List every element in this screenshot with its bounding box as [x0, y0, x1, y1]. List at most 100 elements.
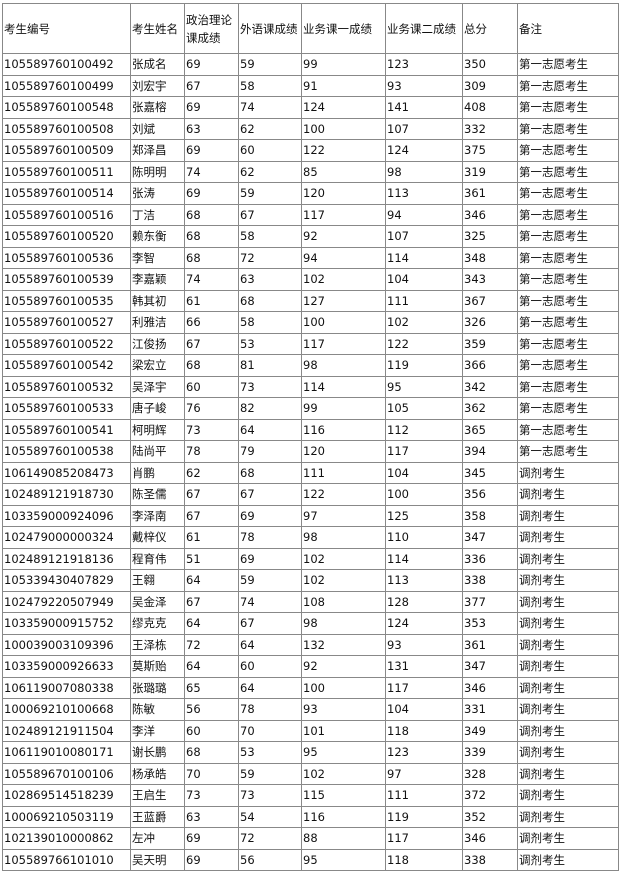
cell-candidate-id: 100039003109396 [2, 633, 131, 656]
cell-candidate-name: 缪克克 [130, 612, 185, 635]
cell-foreign-language-score: 59 [238, 762, 302, 785]
cell-foreign-language-score: 68 [238, 289, 302, 312]
cell-foreign-language-score: 67 [238, 483, 302, 506]
cell-foreign-language-score: 79 [238, 440, 302, 463]
table-row: 105589760100520 赖东衡 68 58 92 107 325 第一志愿考生 [2, 225, 619, 248]
cell-candidate-name: 戴梓仪 [130, 526, 185, 549]
cell-remark: 调剂考生 [517, 762, 619, 785]
table-row: 105589760100499 刘宏宇 67 58 91 93 309 第一志愿考生 [2, 74, 619, 97]
cell-course1-score: 116 [301, 805, 386, 828]
cell-remark: 调剂考生 [517, 741, 619, 764]
cell-total-score: 328 [462, 762, 518, 785]
cell-total-score: 361 [462, 633, 518, 656]
cell-course2-score: 117 [385, 676, 463, 699]
cell-candidate-name: 吴天明 [130, 848, 185, 871]
cell-foreign-language-score: 69 [238, 504, 302, 527]
cell-course1-score: 114 [301, 375, 386, 398]
cell-politics-score: 67 [184, 332, 239, 355]
table-row: 105589760100533 唐子峻 76 82 99 105 362 第一志愿考生 [2, 397, 619, 420]
cell-total-score: 338 [462, 569, 518, 592]
cell-course2-score: 104 [385, 698, 463, 721]
cell-candidate-id: 105589760100509 [2, 139, 131, 162]
cell-candidate-id: 105589760100542 [2, 354, 131, 377]
table-row: 105339430407829 王翱 64 59 102 113 338 调剂考生 [2, 569, 619, 592]
cell-candidate-id: 105589760100511 [2, 160, 131, 183]
cell-course1-score: 111 [301, 461, 386, 484]
cell-total-score: 366 [462, 354, 518, 377]
cell-foreign-language-score: 67 [238, 203, 302, 226]
table-row: 105589766101010 吴天明 69 56 95 118 338 调剂考生 [2, 848, 619, 871]
cell-course1-score: 102 [301, 762, 386, 785]
cell-candidate-name: 赖东衡 [130, 225, 185, 248]
cell-remark: 第一志愿考生 [517, 440, 619, 463]
cell-remark: 调剂考生 [517, 612, 619, 635]
cell-candidate-id: 105589760100492 [2, 53, 131, 76]
cell-total-score: 349 [462, 719, 518, 742]
table-row: 102139010000862 左冲 69 72 88 117 346 调剂考生 [2, 827, 619, 850]
cell-candidate-id: 105589760100538 [2, 440, 131, 463]
cell-candidate-id: 100069210503119 [2, 805, 131, 828]
cell-remark: 调剂考生 [517, 676, 619, 699]
cell-candidate-name: 莫斯贻 [130, 655, 185, 678]
cell-candidate-name: 王蓝爵 [130, 805, 185, 828]
cell-foreign-language-score: 72 [238, 827, 302, 850]
cell-politics-score: 67 [184, 590, 239, 613]
cell-total-score: 309 [462, 74, 518, 97]
cell-foreign-language-score: 56 [238, 848, 302, 871]
cell-total-score: 346 [462, 203, 518, 226]
cell-total-score: 326 [462, 311, 518, 334]
cell-foreign-language-score: 58 [238, 311, 302, 334]
cell-candidate-name: 程育伟 [130, 547, 185, 570]
cell-candidate-name: 柯明辉 [130, 418, 185, 441]
table-row: 105589760100514 张涛 69 59 120 113 361 第一志愿考生 [2, 182, 619, 205]
cell-candidate-name: 丁洁 [130, 203, 185, 226]
cell-candidate-name: 吴泽宇 [130, 375, 185, 398]
cell-total-score: 319 [462, 160, 518, 183]
cell-course2-score: 124 [385, 139, 463, 162]
cell-remark: 第一志愿考生 [517, 268, 619, 291]
table-row: 102869514518239 王启生 73 73 115 111 372 调剂考生 [2, 784, 619, 807]
cell-candidate-name: 李泽南 [130, 504, 185, 527]
cell-course2-score: 117 [385, 827, 463, 850]
cell-candidate-id: 105589760100527 [2, 311, 131, 334]
cell-remark: 第一志愿考生 [517, 246, 619, 269]
cell-course2-score: 111 [385, 289, 463, 312]
cell-candidate-name: 左冲 [130, 827, 185, 850]
cell-course1-score: 120 [301, 182, 386, 205]
cell-politics-score: 61 [184, 526, 239, 549]
cell-course2-score: 118 [385, 848, 463, 871]
cell-candidate-name: 陆尚平 [130, 440, 185, 463]
cell-candidate-name: 刘宏宇 [130, 74, 185, 97]
cell-candidate-id: 105589760100514 [2, 182, 131, 205]
cell-remark: 调剂考生 [517, 633, 619, 656]
cell-course2-score: 117 [385, 440, 463, 463]
cell-course1-score: 98 [301, 612, 386, 635]
cell-candidate-id: 105589760100541 [2, 418, 131, 441]
cell-foreign-language-score: 69 [238, 547, 302, 570]
cell-foreign-language-score: 73 [238, 784, 302, 807]
cell-course2-score: 124 [385, 612, 463, 635]
header-candidate-id: 考生编号 [2, 3, 131, 54]
cell-total-score: 394 [462, 440, 518, 463]
cell-candidate-id: 105589760100520 [2, 225, 131, 248]
cell-politics-score: 69 [184, 827, 239, 850]
table-row: 105589760100532 吴泽宇 60 73 114 95 342 第一志愿考生 [2, 375, 619, 398]
cell-politics-score: 63 [184, 117, 239, 140]
cell-course1-score: 132 [301, 633, 386, 656]
cell-remark: 第一志愿考生 [517, 117, 619, 140]
cell-politics-score: 64 [184, 612, 239, 635]
table-row: 106119010080171 谢长鹏 68 53 95 123 339 调剂考生 [2, 741, 619, 764]
cell-remark: 第一志愿考生 [517, 160, 619, 183]
cell-course2-score: 94 [385, 203, 463, 226]
cell-total-score: 346 [462, 827, 518, 850]
table-row: 105589760100538 陆尚平 78 79 120 117 394 第一志愿考生 [2, 440, 619, 463]
cell-politics-score: 60 [184, 375, 239, 398]
cell-remark: 第一志愿考生 [517, 53, 619, 76]
cell-course1-score: 116 [301, 418, 386, 441]
cell-course1-score: 91 [301, 74, 386, 97]
cell-remark: 调剂考生 [517, 461, 619, 484]
cell-remark: 调剂考生 [517, 547, 619, 570]
cell-candidate-id: 102489121911504 [2, 719, 131, 742]
table-row: 105589760100542 梁宏立 68 81 98 119 366 第一志愿考生 [2, 354, 619, 377]
cell-politics-score: 68 [184, 225, 239, 248]
